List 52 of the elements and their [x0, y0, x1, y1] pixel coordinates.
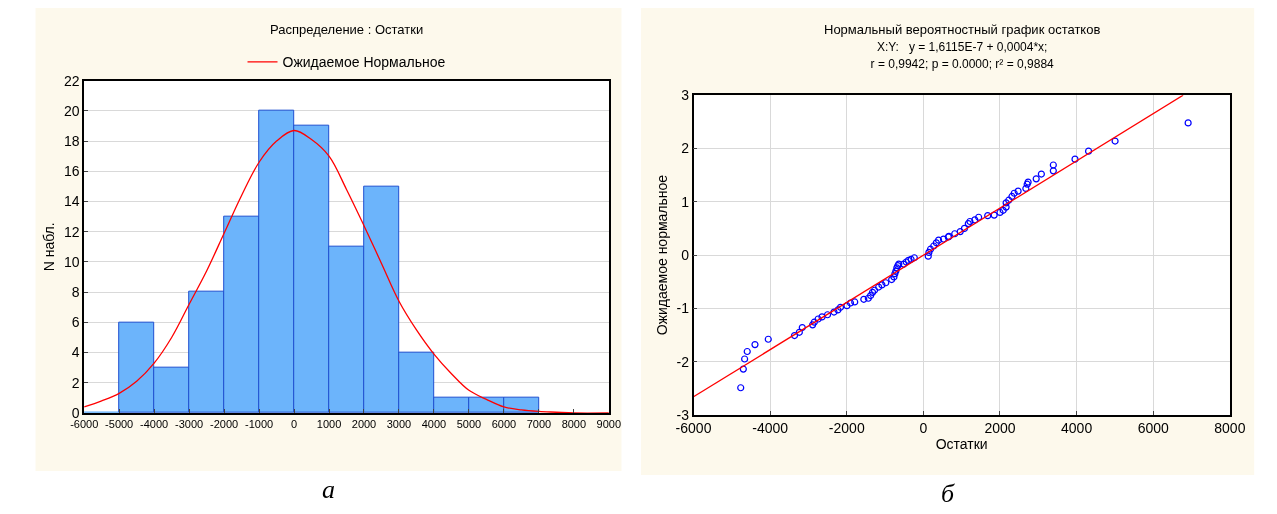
text: а	[322, 475, 335, 504]
y-tick-label: 0	[681, 246, 690, 263]
y-axis-title: N набл.	[41, 222, 58, 272]
y-tick-label: 20	[64, 102, 80, 119]
x-tick-label: -1000	[245, 417, 274, 430]
x-axis-title: Остатки	[935, 436, 988, 453]
text: б	[941, 479, 955, 508]
y-tick-label: 18	[64, 132, 80, 149]
x-tick-label: 4000	[421, 417, 447, 430]
y-tick-label: 2	[71, 374, 80, 391]
chart-title: Распределение : Остатки	[270, 22, 424, 37]
x-tick-label: 7000	[526, 417, 552, 430]
x-tick-label: 5000	[456, 417, 482, 430]
y-tick-label: 8	[71, 284, 80, 301]
x-tick-label: -3000	[175, 417, 204, 430]
y-tick-label: 2	[681, 140, 690, 157]
y-tick-label: 22	[64, 72, 80, 89]
x-tick-label: 2000	[351, 417, 377, 430]
x-tick-label: 4000	[1061, 420, 1093, 437]
y-tick-label: 3	[681, 87, 690, 104]
x-tick-label: 2000	[984, 420, 1016, 437]
x-tick-label: 3000	[386, 417, 412, 430]
x-tick-label: 9000	[596, 417, 622, 430]
y-tick-label: 14	[64, 193, 80, 210]
chart-subtitle: X:Y: y = 1,6115E-7 + 0,0004*x; r = 0,9942; p = 0.0000; r² = 0,9884	[870, 39, 1055, 71]
x-tick-label: 6000	[1137, 420, 1170, 437]
x-tick-label: -6000	[70, 417, 99, 430]
y-tick-label: 4	[71, 344, 80, 361]
y-tick-label: -3	[676, 406, 690, 423]
x-tick-label: 8000	[1214, 420, 1246, 437]
y-tick-label: -1	[676, 300, 690, 317]
x-tick-label: -4000	[752, 420, 789, 437]
x-tick-label: -2000	[828, 420, 865, 437]
y-tick-label: 16	[64, 163, 80, 180]
x-tick-label: -2000	[210, 417, 239, 430]
line-series	[84, 129, 609, 413]
x-tick-label: -4000	[140, 417, 169, 430]
y-tick-label: -2	[676, 353, 690, 370]
y-tick-label: 10	[64, 253, 80, 270]
y-tick-label: 12	[64, 223, 80, 240]
chart-title: Нормальный вероятностный график остатков	[824, 22, 1101, 37]
y-tick-label: 1	[681, 193, 690, 210]
x-tick-label: 6000	[491, 417, 517, 430]
x-tick-label: -6000	[675, 420, 712, 437]
x-tick-label: 8000	[561, 417, 587, 430]
x-tick-label: -5000	[105, 417, 134, 430]
x-tick-label: 0	[290, 417, 298, 430]
y-axis-title: Ожидаемое нормальное	[653, 174, 670, 336]
x-tick-label: 1000	[316, 417, 342, 430]
legend-label: Ожидаемое Нормальное	[282, 54, 446, 71]
x-tick-label: 0	[919, 420, 928, 437]
y-tick-label: 6	[71, 314, 80, 331]
